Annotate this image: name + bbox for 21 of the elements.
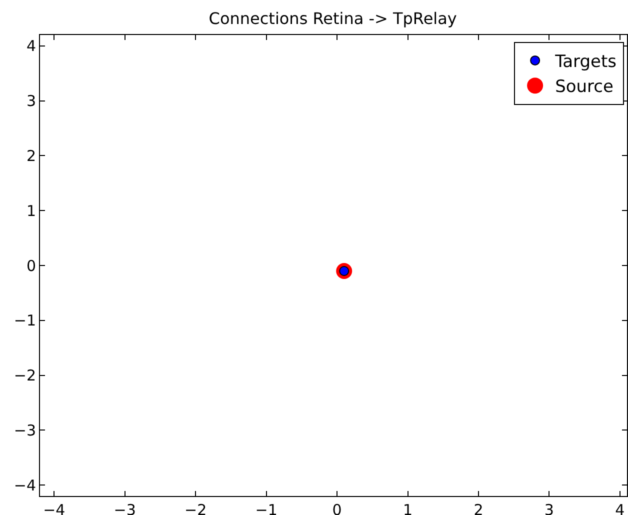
y-tick-label: −2 (14, 366, 36, 385)
chart-title: Connections Retina -> TpRelay (208, 9, 457, 28)
x-tick-label: 2 (474, 501, 484, 515)
x-tick-label: 0 (332, 501, 342, 515)
x-tick-label: −2 (184, 501, 207, 515)
y-tick-label: −3 (14, 421, 36, 440)
y-tick-label: 4 (26, 37, 36, 56)
y-tick-label: 1 (26, 202, 36, 220)
x-tick-label: 4 (615, 501, 625, 515)
y-tick-label: 3 (26, 92, 36, 110)
legend-label: Source (555, 77, 614, 98)
x-tick-label: −3 (114, 501, 136, 515)
legend-label: Targets (554, 52, 617, 72)
y-tick-label: 0 (26, 256, 36, 275)
x-tick-label: 1 (402, 501, 413, 515)
x-tick-label: −1 (255, 501, 278, 515)
x-tick-label: 3 (544, 501, 554, 515)
y-tick-label: −4 (14, 476, 36, 494)
y-tick-label: 2 (26, 146, 36, 165)
y-tick-label: −1 (14, 312, 36, 330)
x-tick-label: −4 (43, 501, 66, 515)
